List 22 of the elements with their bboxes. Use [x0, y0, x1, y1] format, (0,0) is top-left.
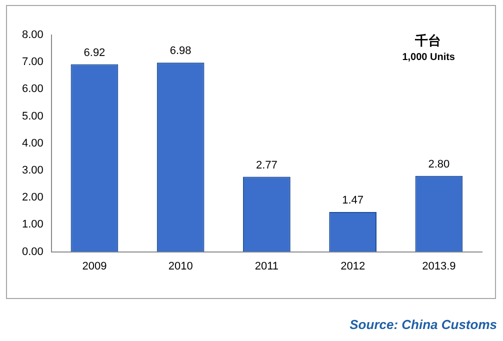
- data-label: 2.80: [428, 158, 450, 170]
- x-tick-label: 2010: [168, 260, 193, 272]
- y-tick-label: 5.00: [22, 110, 44, 122]
- source-note: Source: China Customs: [350, 317, 497, 332]
- y-tick-label: 2.00: [22, 192, 44, 204]
- data-label: 6.92: [84, 46, 106, 59]
- y-tick-label: 7.00: [22, 56, 44, 68]
- data-label: 1.47: [342, 194, 364, 206]
- data-label: 6.98: [170, 45, 192, 58]
- y-tick-label: 0.00: [22, 246, 44, 258]
- x-tick-label: 2009: [82, 260, 107, 272]
- x-tick-label: 2011: [254, 260, 279, 272]
- x-tick-label: 2012: [340, 260, 366, 272]
- annotation: 1,000 Units: [402, 52, 455, 63]
- y-tick-label: 3.00: [22, 164, 44, 177]
- y-tick-label: 8.00: [22, 29, 44, 42]
- annotation: 千台: [415, 32, 441, 50]
- y-tick-label: 6.00: [22, 83, 44, 96]
- data-label: 2.77: [256, 159, 278, 172]
- y-tick-label: 4.00: [22, 137, 44, 150]
- x-tick-label: 2013.9: [422, 260, 456, 272]
- y-tick-label: 1.00: [22, 218, 44, 231]
